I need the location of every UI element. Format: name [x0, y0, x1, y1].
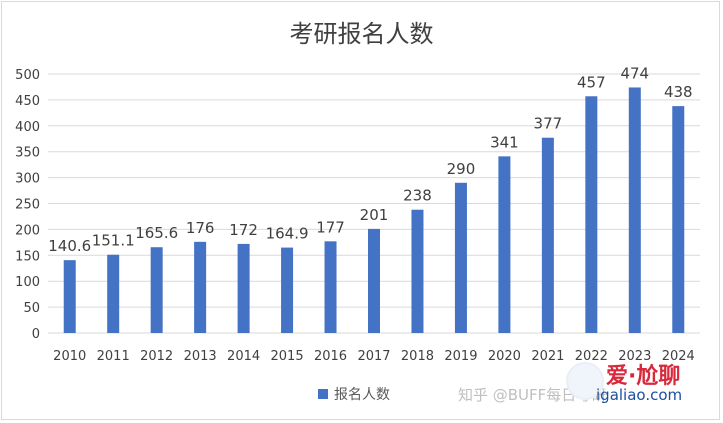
data-label: 238: [403, 187, 432, 205]
bar: [411, 209, 424, 333]
legend-label: 报名人数: [334, 387, 390, 403]
x-tick-label: 2013: [184, 349, 217, 364]
bar: [107, 254, 120, 333]
x-tick-label: 2020: [488, 349, 521, 364]
y-tick-label: 150: [15, 249, 40, 264]
bar: [281, 247, 294, 333]
data-label: 201: [360, 206, 389, 224]
bar: [498, 156, 511, 333]
y-tick-label: 500: [15, 68, 40, 83]
bar: [150, 247, 163, 333]
bar: [63, 260, 76, 333]
x-tick-label: 2010: [53, 349, 86, 364]
x-tick-label: 2021: [531, 349, 564, 364]
x-tick-label: 2024: [662, 349, 695, 364]
bar: [628, 87, 641, 333]
data-label: 172: [229, 221, 258, 239]
bar: [454, 182, 467, 333]
data-label: 341: [490, 133, 519, 151]
logo-brand: 爱·尬聊: [606, 364, 681, 389]
data-label: 176: [186, 219, 215, 237]
bar: [541, 137, 554, 333]
bar: [672, 106, 685, 333]
x-tick-label: 2023: [618, 349, 651, 364]
x-tick-label: 2022: [575, 349, 608, 364]
bar: [194, 241, 207, 333]
data-label: 474: [620, 64, 649, 82]
data-label: 177: [316, 218, 345, 236]
data-label: 290: [447, 160, 476, 178]
y-tick-label: 50: [23, 301, 40, 316]
x-tick-label: 2011: [97, 349, 130, 364]
chart-title: 考研报名人数: [289, 20, 434, 48]
y-tick-label: 350: [15, 146, 40, 161]
x-tick-label: 2017: [357, 349, 390, 364]
watermark-logo: 爱·尬聊 igaliao.com: [566, 358, 716, 410]
x-tick-label: 2015: [271, 349, 304, 364]
y-tick-label: 200: [15, 223, 40, 238]
bar: [368, 228, 380, 333]
data-label: 151.1: [92, 232, 135, 250]
x-tick-label: 2012: [140, 349, 173, 364]
x-tick-label: 2014: [227, 349, 260, 364]
y-tick-label: 300: [15, 172, 40, 187]
y-tick-label: 400: [15, 120, 40, 135]
bar: [324, 241, 337, 333]
y-tick-label: 250: [15, 198, 40, 213]
y-tick-label: 0: [32, 327, 40, 342]
x-tick-label: 2019: [444, 349, 477, 364]
data-label: 438: [664, 83, 693, 101]
legend: 报名人数: [318, 384, 390, 404]
data-label: 377: [534, 115, 563, 133]
y-tick-label: 100: [15, 275, 40, 290]
data-label: 164.9: [266, 225, 309, 243]
logo-icon: [566, 362, 604, 400]
logo-url: igaliao.com: [596, 386, 683, 404]
y-tick-label: 450: [15, 94, 40, 109]
data-label: 457: [577, 73, 606, 91]
legend-swatch: [318, 389, 328, 399]
bar: [237, 243, 250, 333]
bar: [585, 96, 598, 333]
x-tick-label: 2018: [401, 349, 434, 364]
x-tick-label: 2016: [314, 349, 347, 364]
data-label: 165.6: [135, 224, 178, 242]
data-label: 140.6: [48, 237, 91, 255]
